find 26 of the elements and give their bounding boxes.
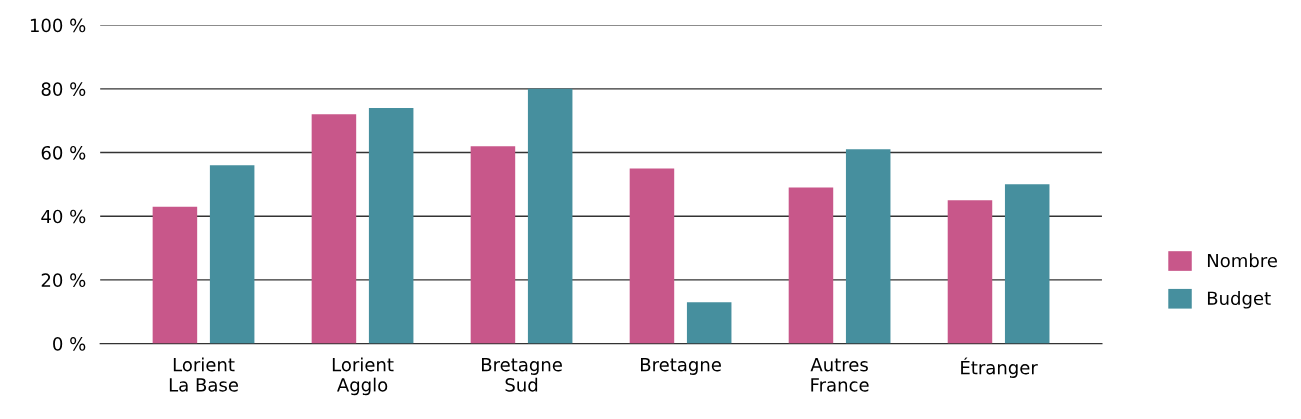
bar <box>527 88 573 344</box>
x-tick-label: Bretagne <box>641 358 721 375</box>
bar <box>845 149 891 344</box>
y-tick-label: 20 % <box>41 273 86 288</box>
bar <box>368 107 414 344</box>
y-tick-label: 40 % <box>41 209 86 224</box>
x-tick-label: Autres France <box>810 358 869 392</box>
bar <box>152 206 198 344</box>
legend-label: Nombre <box>1207 253 1277 268</box>
bar <box>686 302 732 344</box>
bar <box>629 168 675 344</box>
bar <box>470 146 516 344</box>
legend-label: Budget <box>1207 291 1271 309</box>
y-tick-label: 80 % <box>41 82 86 96</box>
y-tick-label: 0 % <box>53 337 86 351</box>
x-tick-label: Étranger <box>961 357 1038 378</box>
bar <box>788 187 834 344</box>
bar <box>311 114 357 344</box>
bar <box>947 200 993 344</box>
x-tick-label: Lorient Agglo <box>332 357 394 396</box>
x-tick-label: Lorient La Base <box>169 357 238 392</box>
bar <box>209 165 255 344</box>
y-tick-label: 100 % <box>30 18 86 33</box>
y-tick-label: 60 % <box>41 145 86 160</box>
x-tick-label: Bretagne Sud <box>481 358 562 392</box>
bar <box>1004 184 1050 344</box>
